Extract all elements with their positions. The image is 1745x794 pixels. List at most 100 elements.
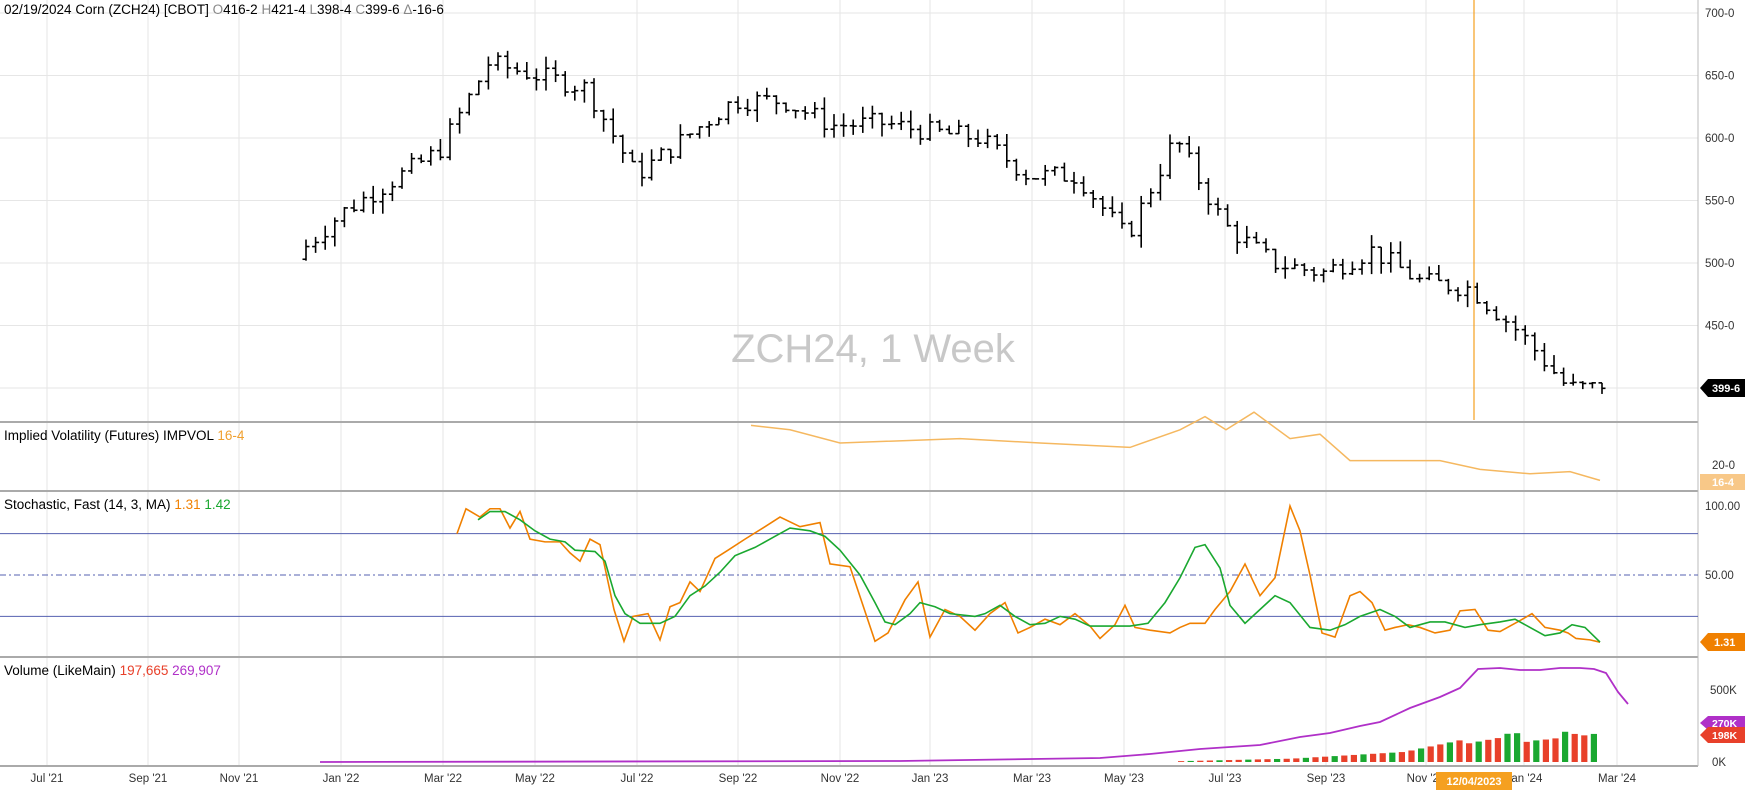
price-y-tick: 500-0 [1705,258,1734,270]
ohlc-bar [734,96,742,114]
x-tick-label: Mar '24 [1598,773,1637,785]
ohlc-bar [340,206,348,228]
ohlc-bar [907,110,915,139]
ohlc-bar [840,113,848,137]
ohlc-bar [1540,343,1548,372]
ohlc-bar [1022,169,1030,186]
ohlc-bar [1032,177,1040,180]
ohlc-bar [571,85,579,101]
impvol-badge-bg [1700,474,1745,490]
stoch-k-value: 1.31 [174,497,201,512]
ohlc-bar [561,71,569,97]
x-tick-label: May '23 [1104,773,1144,785]
volume-bar [1254,759,1261,762]
ohlc-bar [494,52,502,71]
ohlc-bar [897,111,905,131]
ohlc-bar [1118,202,1126,229]
volume-y-tick: 0K [1712,757,1726,769]
volume-bar [1475,741,1482,762]
ohlc-bar [580,79,588,103]
ohlc-bar [1089,190,1097,208]
volume-bar [1466,743,1473,762]
ohlc-bar [715,117,723,126]
ohlc-bar [1425,266,1433,281]
impvol-y-tick: 20-0 [1712,460,1735,472]
ohlc-bar [753,91,761,122]
stoch-y-tick: 100.00 [1705,501,1740,513]
ohlc-bar [1195,146,1203,191]
price-y-tick: 450-0 [1705,321,1734,333]
x-tick-label: Jan '24 [1506,773,1543,785]
volume-bar [1370,753,1377,762]
ohlc-bar [868,105,876,129]
ohlc-bar [1348,261,1356,275]
ohlc-bar [312,236,320,253]
ohlc-bar [1339,258,1347,280]
ohlc-bar [1041,164,1049,186]
ohlc-bar [609,108,617,144]
stoch-d-value: 1.42 [204,497,231,512]
volume-bar [1494,738,1501,762]
ohlc-bar [955,119,963,135]
change-value: -16-6 [412,2,444,17]
ohlc-bar [1550,355,1558,375]
ohlc-bar [427,146,435,166]
ohlc-bar [456,107,464,134]
ohlc-bar [1012,158,1020,181]
header-symbol: Corn (ZCH24) [CBOT] [75,2,209,17]
x-tick-label: Nov '22 [821,773,860,785]
open-interest-line [319,667,1629,763]
ohlc-bar [1224,204,1232,227]
volume-header: Volume (LikeMain) 197,665 269,907 [4,663,221,678]
ohlc-bar [465,92,473,116]
x-tick-label: Mar '22 [424,773,462,785]
volume-bar [1350,754,1357,762]
volume-value: 197,665 [119,663,169,678]
volume-bar [1456,740,1463,762]
ohlc-bar [408,152,416,174]
ohlc-bar [782,102,790,113]
volume-bar [1341,755,1348,762]
ohlc-bar [830,114,838,138]
volume-bar [1216,760,1223,762]
open-value: 416-2 [223,2,258,17]
ohlc-bar [1300,263,1308,277]
ohlc-bar [744,98,752,116]
ohlc-bar [1060,162,1068,182]
ohlc-bar [1204,178,1212,215]
ohlc-bar [532,68,540,91]
volume-bar [1226,760,1233,762]
price-y-tick: 700-0 [1705,8,1734,20]
volume-bar [1312,757,1319,762]
volume-bar [1418,748,1425,762]
ohlc-bar [1291,258,1299,270]
ohlc-bar [1051,166,1059,176]
high-label: H [261,2,272,17]
ohlc-bar [1454,287,1462,302]
ohlc-bar [1320,268,1328,283]
ohlc-bar [542,56,550,91]
volume-bar [1485,739,1492,762]
ohlc-bar [859,106,867,133]
volume-bar [1590,733,1597,762]
ohlc-bar [1569,373,1577,386]
ohlc-bar [648,149,656,181]
ohlc-bar [964,123,972,148]
x-tick-label: Sep '23 [1307,773,1346,785]
ohlc-bar [1252,231,1260,244]
ohlc-bar [1396,241,1404,269]
ohlc-bar [667,148,675,164]
x-tick-label: Nov '23 [1407,773,1446,785]
ohlc-bar [724,101,732,125]
open-label: O [212,2,224,17]
ohlc-bar [1512,315,1520,341]
ohlc-bar [1492,306,1500,321]
ohlc-bar [1080,176,1088,197]
ohlc-bar [1185,136,1193,158]
ohlc-bar [1147,188,1155,208]
ohlc-bar [1070,171,1078,194]
volume-bar [1408,750,1415,762]
ohlc-bar [936,119,944,132]
volume-bar [1542,739,1549,762]
